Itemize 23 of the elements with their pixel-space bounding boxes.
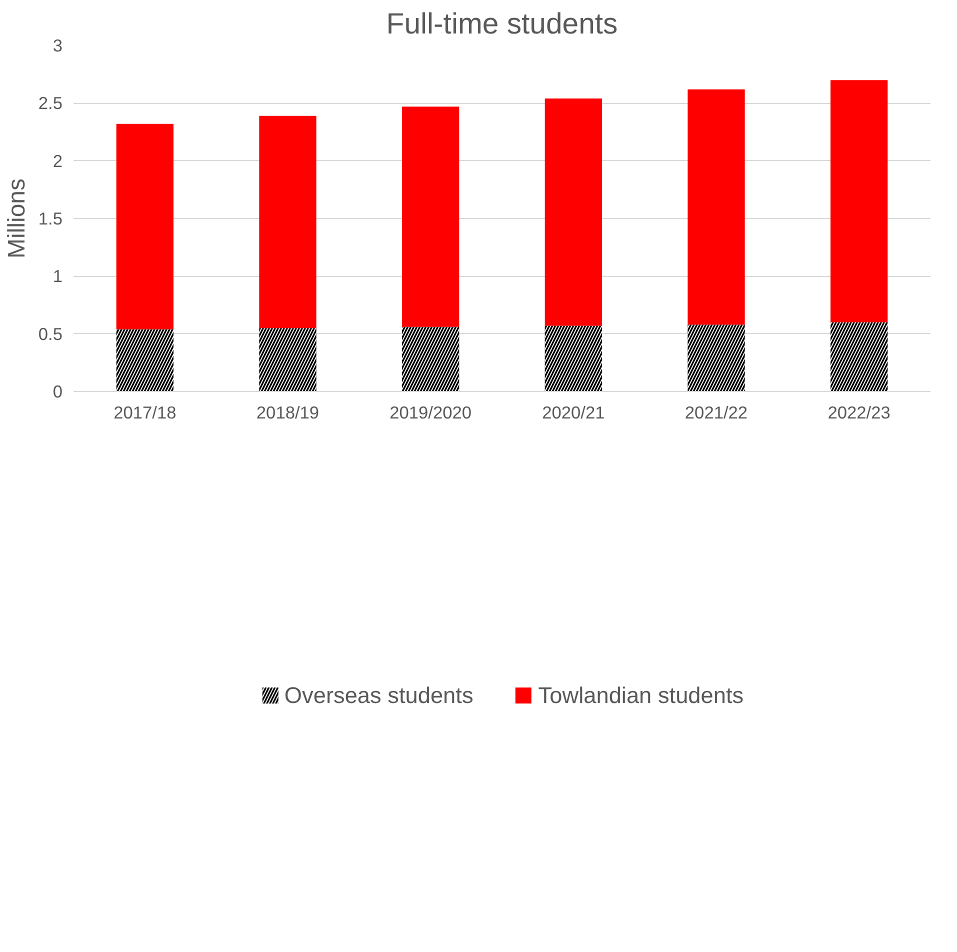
bar [830,80,888,322]
y-tick-label: 2 [52,150,63,171]
y-tick-label: 0 [52,382,63,402]
x-tick-label: 2020/21 [542,402,605,422]
y-tick-label: 1.5 [38,208,63,228]
x-tick-label: 2018/19 [256,402,320,422]
y-tick-label: 2.5 [38,93,63,114]
chart-title: Full-time students [386,8,618,40]
legend-label: Overseas students [284,682,474,708]
bar [116,124,174,330]
x-tick-label: 2019/2020 [390,402,472,422]
y-tick-label: 1 [52,266,63,286]
x-tick-label: 2022/23 [828,402,890,422]
x-tick-label: 2017/18 [114,402,176,422]
y-tick-label: 0.5 [38,324,63,344]
x-tick-label: 2021/22 [684,402,748,422]
bar [259,116,316,328]
bar [402,106,460,327]
y-axis-title: Millions [3,178,30,259]
bar [688,89,745,325]
bar [544,98,602,326]
y-tick-label: 3 [52,36,63,56]
legend-label: Towlandian students [538,682,744,708]
